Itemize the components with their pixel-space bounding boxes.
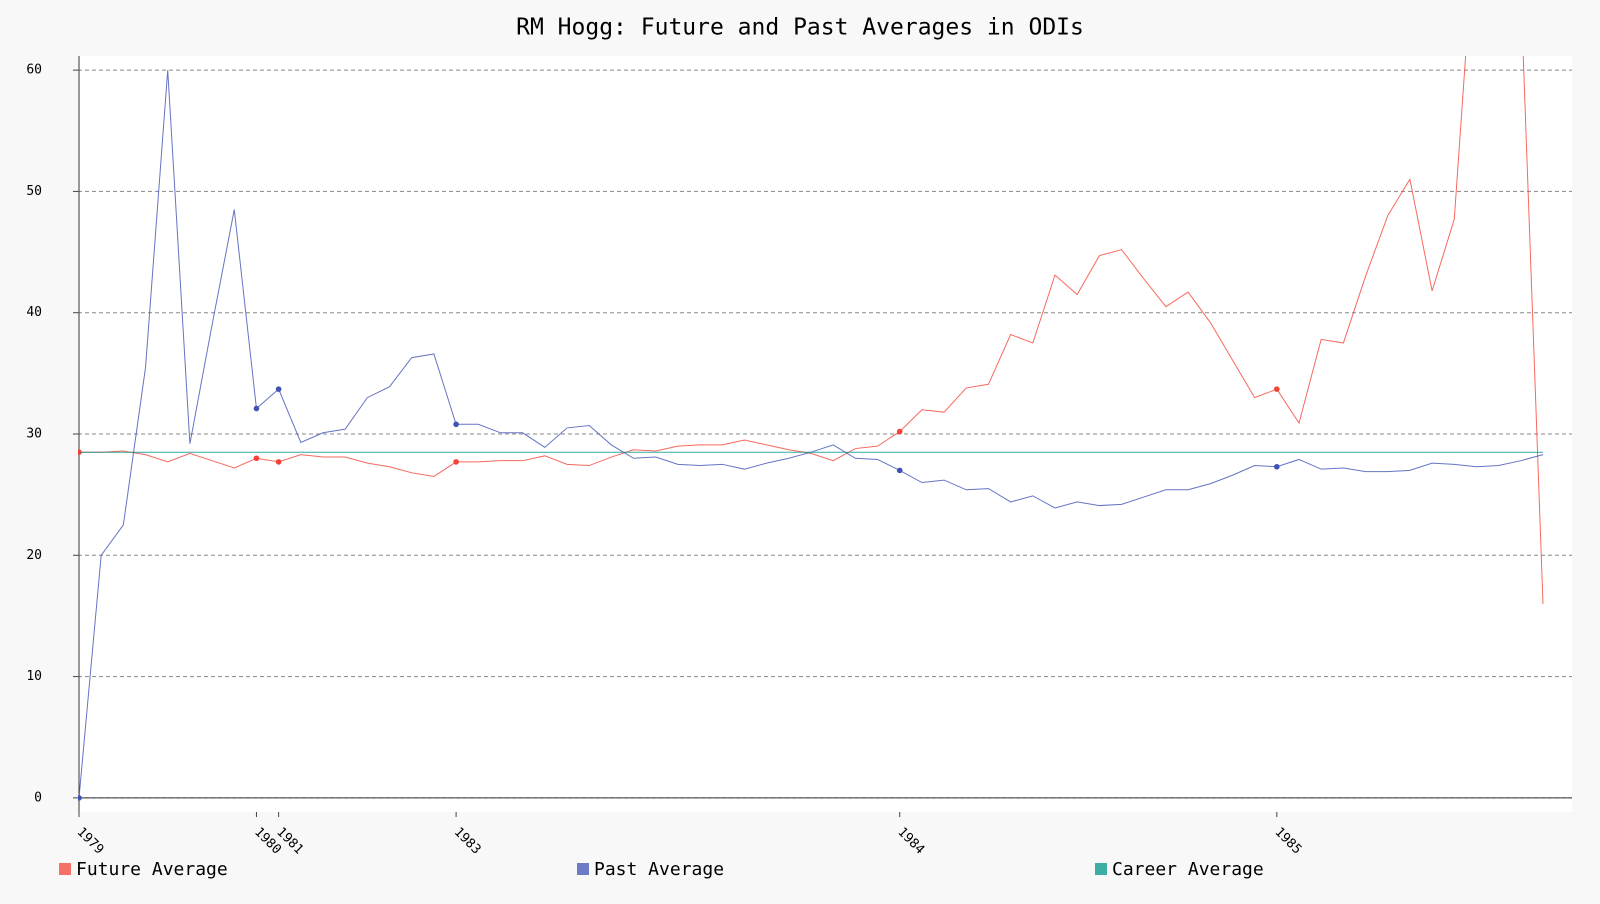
series-dot xyxy=(275,386,282,392)
legend-swatch xyxy=(577,863,589,875)
legend-swatch xyxy=(1095,863,1107,875)
series-dot xyxy=(275,459,282,465)
y-tick-label: 40 xyxy=(26,305,42,320)
legend-label: Career Average xyxy=(1112,859,1264,880)
series-dot xyxy=(1274,463,1280,470)
y-tick-label: 30 xyxy=(26,427,42,442)
y-tick-label: 0 xyxy=(34,790,42,805)
series-dot xyxy=(78,795,82,801)
series-dot xyxy=(253,405,260,412)
lines xyxy=(78,56,1544,801)
series-dot xyxy=(896,428,903,435)
series-line xyxy=(79,56,1544,604)
legend-label: Past Average xyxy=(594,859,724,880)
series-dot xyxy=(453,421,459,428)
series-dot xyxy=(453,459,459,465)
series-dot xyxy=(1274,386,1280,392)
grid xyxy=(73,56,1572,817)
y-tick-label: 20 xyxy=(26,548,42,563)
chart-title: RM Hogg: Future and Past Averages in ODI… xyxy=(516,15,1084,41)
y-tick-label: 10 xyxy=(26,669,42,684)
y-tick-label: 50 xyxy=(26,184,42,199)
y-tick-label: 60 xyxy=(26,63,42,78)
legend-swatch xyxy=(59,863,71,875)
series-dot xyxy=(253,455,260,462)
legend-label: Future Average xyxy=(76,859,228,880)
series-dot xyxy=(896,467,903,474)
